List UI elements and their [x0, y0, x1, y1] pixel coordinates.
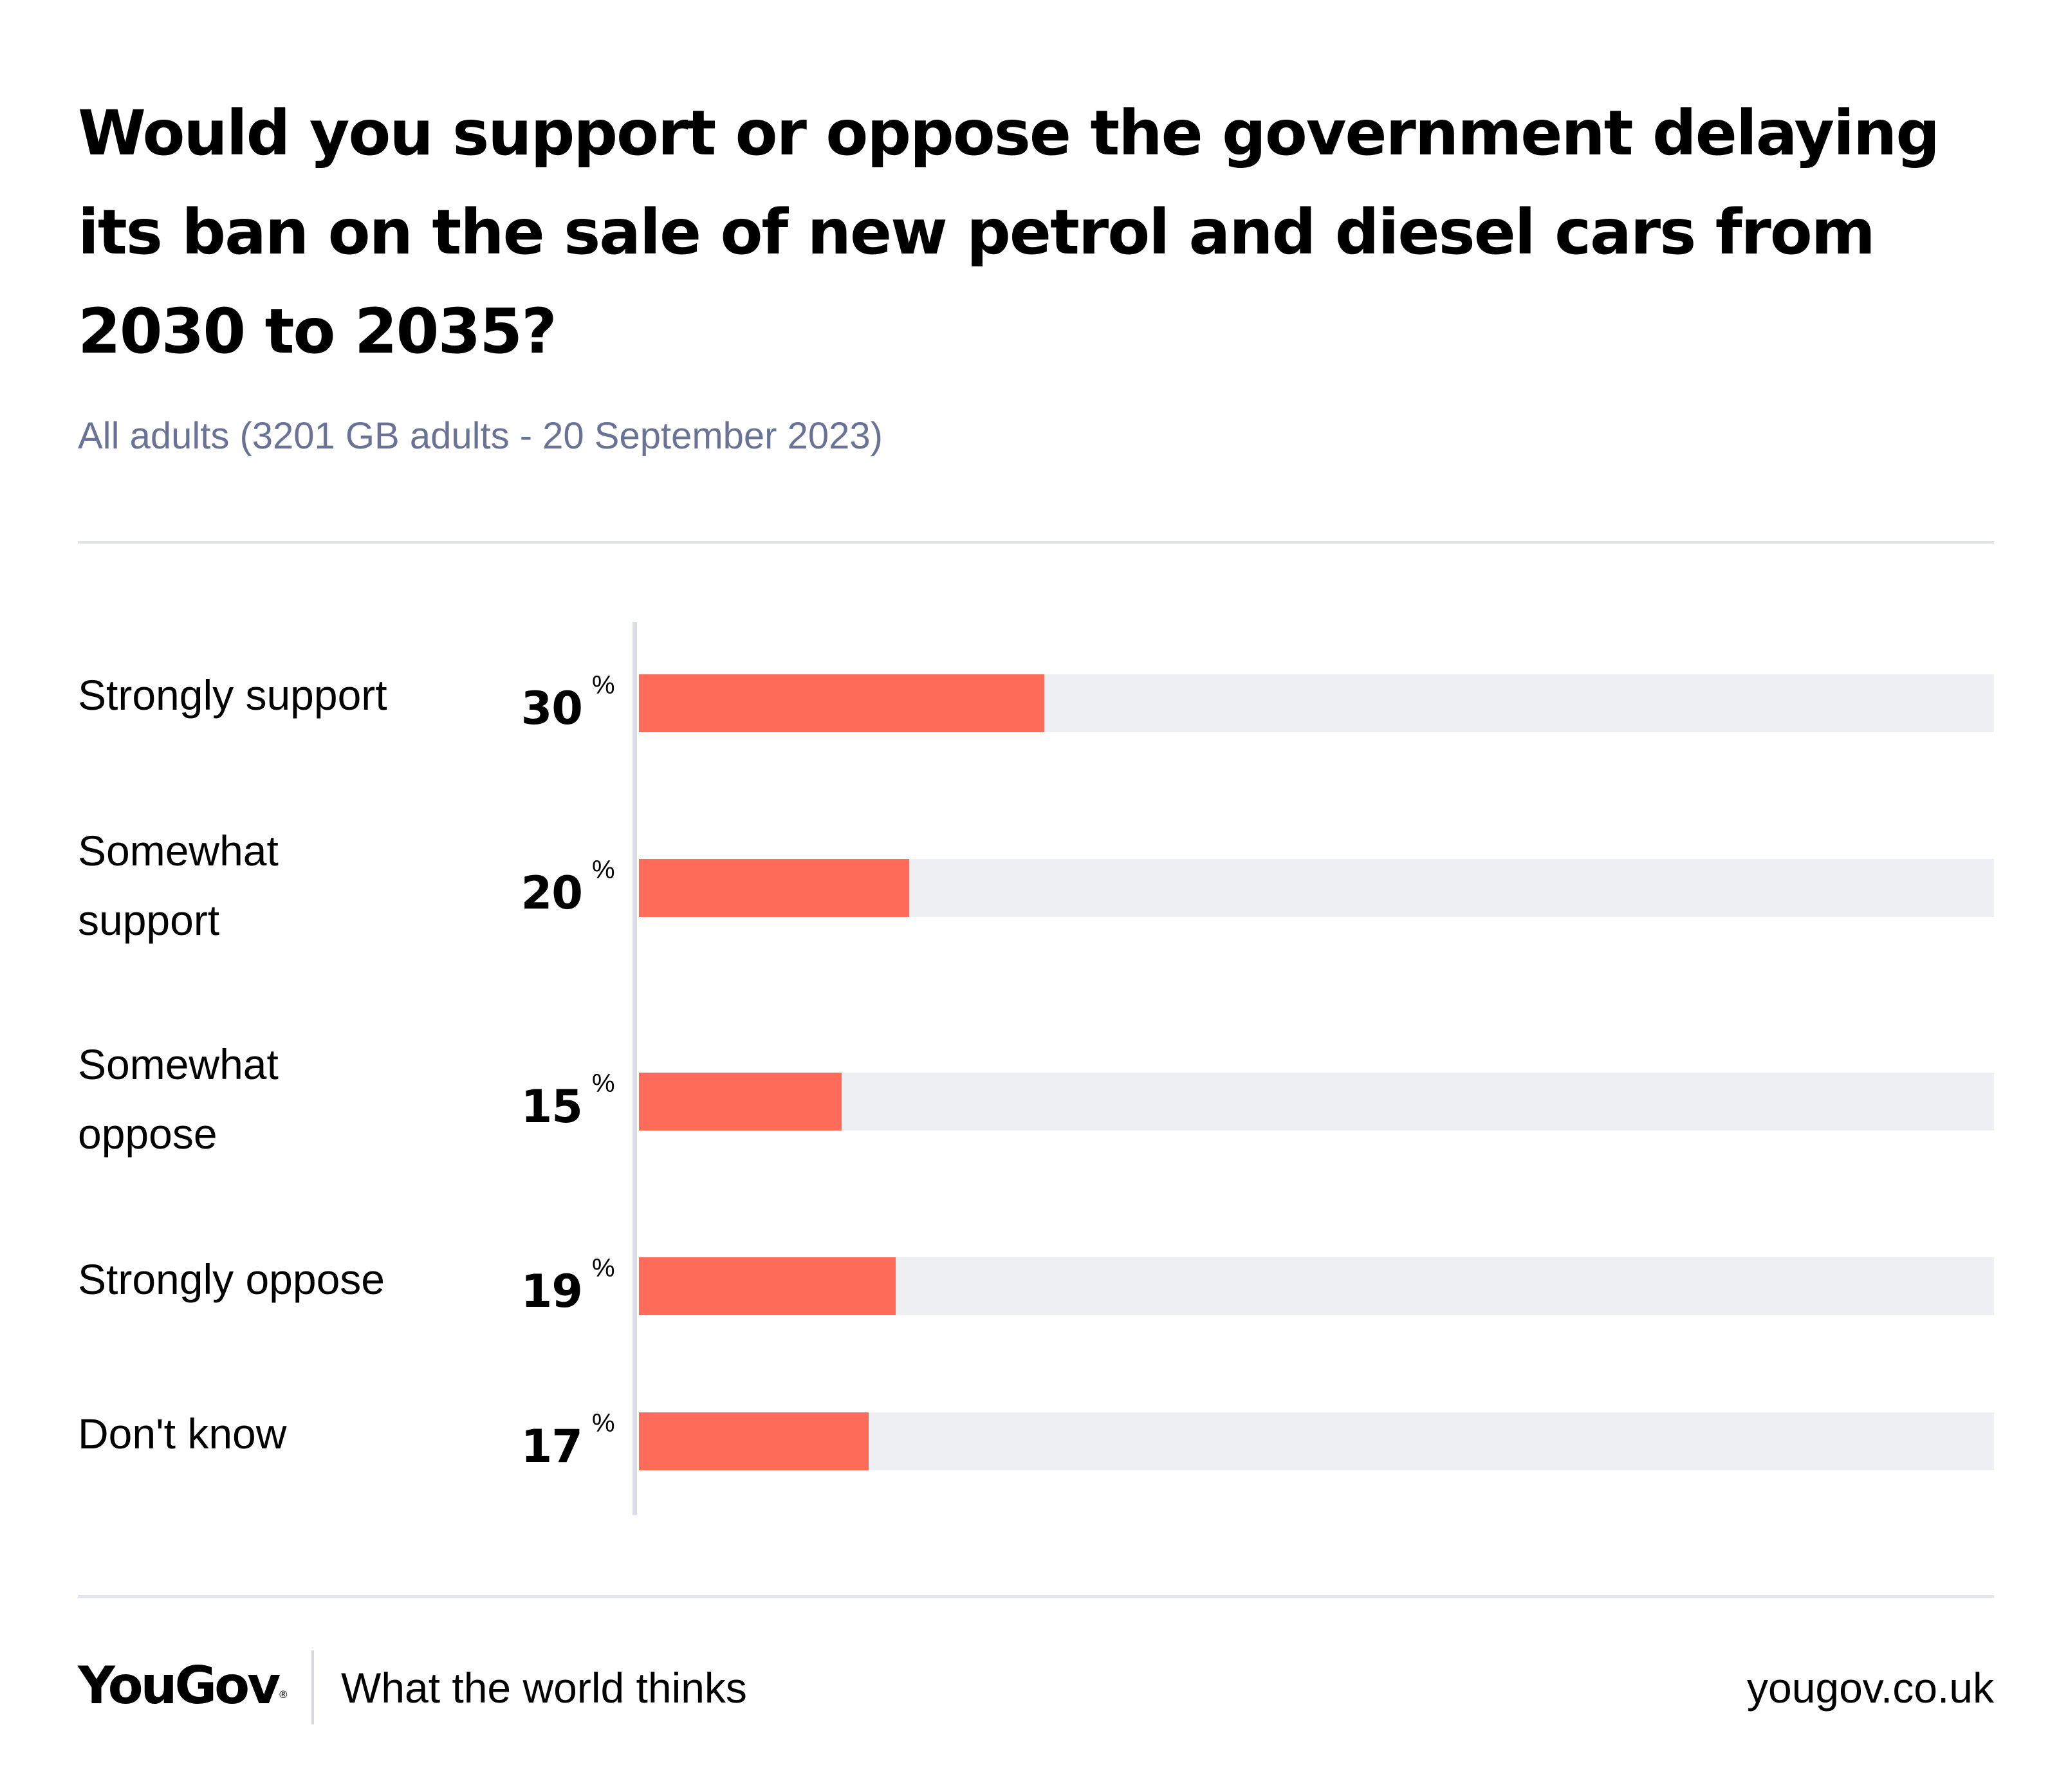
- top-divider: [78, 541, 1994, 544]
- category-label-don-t-know: Don't know: [78, 1410, 287, 1457]
- percent-sign-don-t-know: %: [592, 1409, 615, 1437]
- bottom-divider: [78, 1595, 1994, 1598]
- bar-somewhat-oppose: [639, 1073, 842, 1131]
- bar-track-somewhat-oppose: [639, 1073, 1994, 1131]
- percent-sign-strongly-oppose: %: [592, 1254, 615, 1282]
- category-label-strongly-oppose: Strongly oppose: [78, 1255, 385, 1303]
- percent-sign-somewhat-oppose: %: [592, 1069, 615, 1098]
- bar-strongly-oppose: [639, 1257, 896, 1315]
- percent-sign-somewhat-support: %: [592, 856, 615, 884]
- category-label-somewhat-support: Somewhat support: [78, 827, 279, 944]
- bar-somewhat-support: [639, 859, 909, 917]
- chart-subtitle: All adults (3201 GB adults - 20 Septembe…: [78, 415, 883, 457]
- logo-text: YouGov: [78, 1656, 281, 1715]
- value-label-strongly-support: 30: [521, 682, 583, 735]
- bar-strongly-support: [639, 674, 1044, 732]
- footer-divider: [311, 1650, 314, 1724]
- logo-registered-mark: ®: [278, 1688, 289, 1701]
- bar-don-t-know: [639, 1412, 869, 1470]
- category-label-somewhat-oppose: Somewhat oppose: [78, 1040, 279, 1158]
- footer-tagline: What the world thinks: [341, 1664, 747, 1712]
- value-label-somewhat-oppose: 15: [521, 1080, 583, 1133]
- chart-axis-line: [632, 622, 637, 1515]
- value-label-don-t-know: 17: [521, 1420, 583, 1473]
- yougov-logo: YouGov®: [78, 1654, 288, 1718]
- footer-site-link[interactable]: yougov.co.uk: [1746, 1664, 1994, 1712]
- value-label-strongly-oppose: 19: [521, 1265, 583, 1318]
- percent-sign-strongly-support: %: [592, 671, 615, 699]
- value-label-somewhat-support: 20: [521, 867, 583, 919]
- chart-title: Would you support or oppose the governme…: [78, 97, 1940, 367]
- category-label-strongly-support: Strongly support: [78, 671, 387, 719]
